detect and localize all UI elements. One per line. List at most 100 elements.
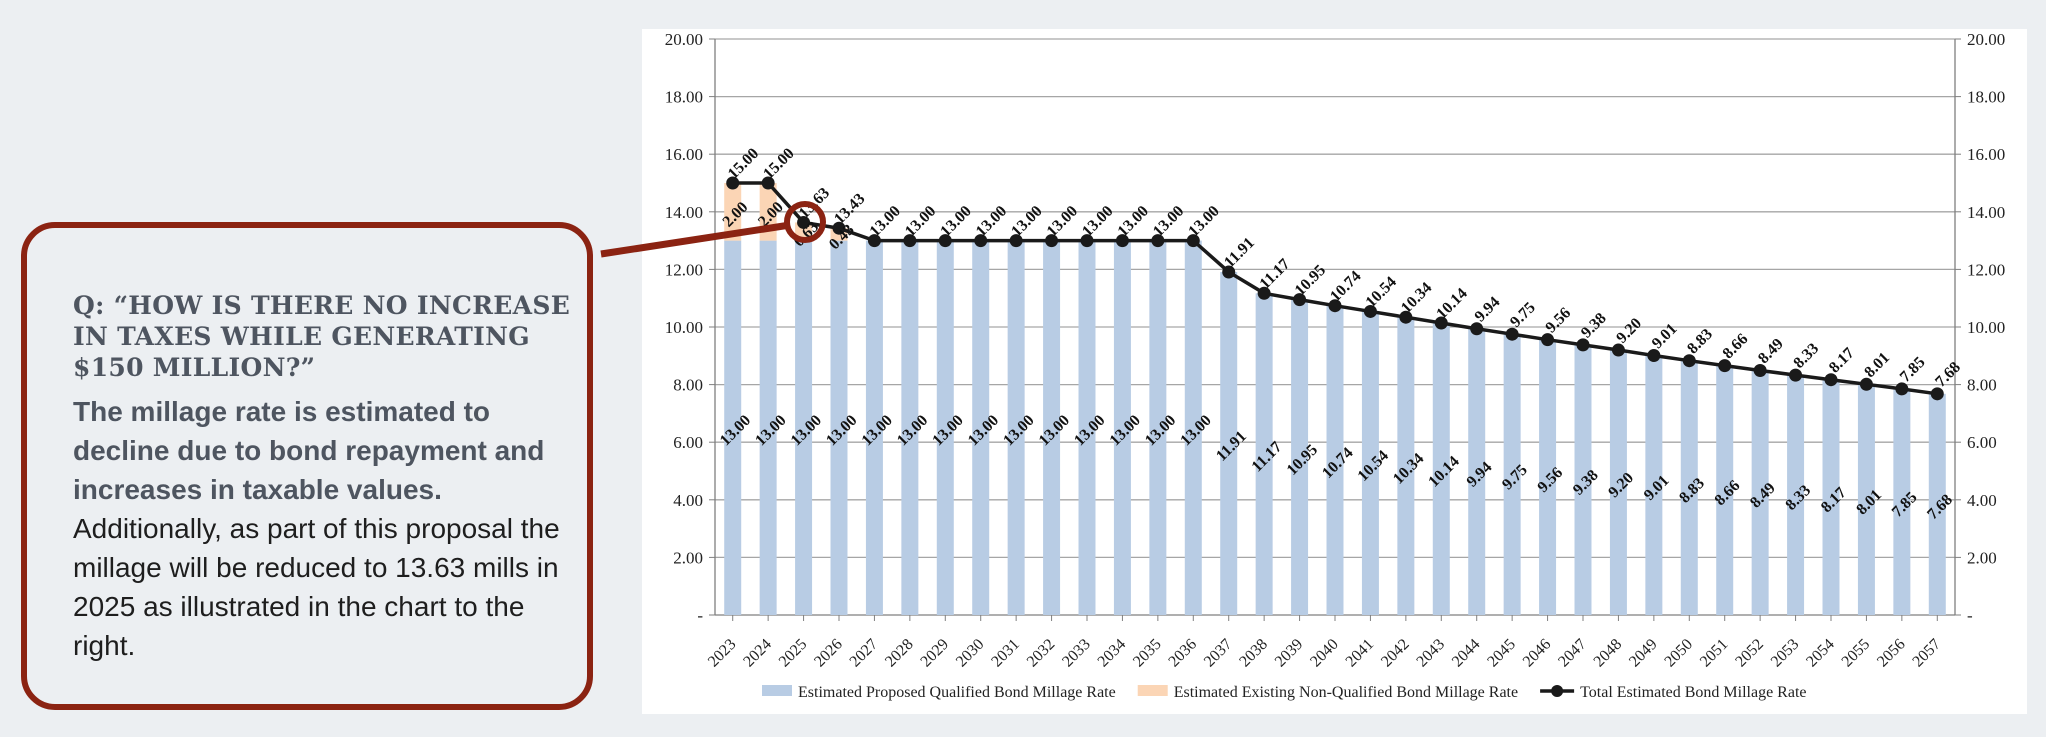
y-tick-label-right: 20.00 [1967, 30, 2005, 49]
total-point [1470, 322, 1484, 336]
total-data-label: 9.38 [1578, 310, 1610, 342]
x-tick-label: 2036 [1165, 636, 1200, 671]
bar-qualified [830, 240, 848, 615]
x-tick-label: 2047 [1555, 636, 1590, 671]
total-data-label: 13.00 [867, 203, 904, 240]
x-tick-label: 2032 [1024, 636, 1059, 671]
legend-swatch-marker [1551, 685, 1564, 697]
bar-qualified [1397, 317, 1415, 615]
y-tick-label-right: 18.00 [1967, 88, 2005, 107]
bar-qualified [759, 240, 777, 615]
total-data-label: 10.95 [1292, 262, 1329, 299]
callout-answer-regular: Additionally, as part of this proposal t… [73, 513, 560, 661]
x-tick-label: 2044 [1449, 636, 1484, 671]
bar-qualified [1078, 240, 1096, 615]
bar-qualified [724, 240, 742, 615]
total-point [1895, 382, 1909, 396]
millage-chart: - - 2.00 2.00 4.00 4.00 6.00 6.00 8.00 8.00 10.00 1… [665, 30, 2006, 701]
total-point [761, 176, 775, 190]
x-tick-label: 2039 [1272, 636, 1307, 671]
y-tick-label-left: 8.00 [673, 376, 703, 395]
y-tick-label-left: 10.00 [665, 318, 703, 337]
bar-qualified [1043, 240, 1061, 615]
x-tick-label: 2055 [1839, 636, 1874, 671]
total-data-label: 13.63 [796, 185, 833, 222]
total-point [832, 221, 846, 235]
y-tick-label-left: 14.00 [665, 203, 703, 222]
total-point [1718, 359, 1732, 373]
total-point [1009, 234, 1023, 248]
bar-qualified [936, 240, 954, 615]
bar-qualified [1539, 339, 1557, 615]
x-tick-label: 2027 [847, 636, 882, 671]
total-point [1753, 363, 1767, 377]
total-point [1328, 299, 1342, 313]
x-tick-label: 2028 [882, 636, 917, 671]
callout-answer-bold: The millage rate is estimated to decline… [73, 396, 545, 505]
bar-qualified [1432, 322, 1450, 615]
legend-label: Total Estimated Bond Millage Rate [1580, 684, 1806, 701]
total-data-label: 11.91 [1221, 234, 1258, 271]
y-tick-label-right: 6.00 [1967, 433, 1997, 452]
total-point [726, 176, 740, 190]
total-data-label: 8.66 [1720, 331, 1752, 363]
total-point [1257, 286, 1271, 300]
y-tick-label-right: - [1967, 606, 1973, 625]
total-point [1859, 377, 1873, 391]
total-data-label: 13.43 [831, 190, 868, 227]
bar-qualified [901, 240, 919, 615]
total-data-label: 8.33 [1790, 340, 1822, 372]
bar-qualified [1503, 334, 1521, 615]
x-tick-label: 2043 [1413, 636, 1448, 671]
total-point [1541, 333, 1555, 347]
total-data-label: 15.00 [760, 145, 797, 182]
y-tick-label-right: 4.00 [1967, 491, 1997, 510]
x-tick-label: 2057 [1909, 636, 1944, 671]
x-tick-label: 2048 [1591, 636, 1626, 671]
x-tick-label: 2030 [953, 636, 988, 671]
x-tick-label: 2050 [1661, 636, 1696, 671]
x-tick-label: 2042 [1378, 636, 1413, 671]
bar-qualified [1574, 344, 1592, 615]
bar-qualified [1787, 375, 1805, 615]
total-data-label: 11.17 [1257, 256, 1294, 293]
bar-qualified [1716, 365, 1734, 615]
total-point [1363, 304, 1377, 318]
total-point [867, 234, 881, 248]
bar-qualified [1149, 240, 1167, 615]
y-tick-label-left: - [697, 606, 703, 625]
bar-qualified [1893, 388, 1911, 615]
y-tick-label-right: 12.00 [1967, 260, 2005, 279]
total-data-label: 13.00 [1008, 203, 1045, 240]
y-tick-label-right: 16.00 [1967, 145, 2005, 164]
y-tick-label-right: 14.00 [1967, 203, 2005, 222]
y-tick-label-left: 18.00 [665, 88, 703, 107]
total-point [1186, 234, 1200, 248]
total-data-label: 13.00 [1185, 203, 1222, 240]
x-tick-label: 2041 [1343, 636, 1378, 671]
x-tick-label: 2049 [1626, 636, 1661, 671]
total-data-label: 13.00 [902, 203, 939, 240]
total-point [1434, 316, 1448, 330]
bar-qualified [1007, 240, 1025, 615]
total-data-label: 9.56 [1542, 305, 1574, 337]
total-data-label: 13.00 [1115, 203, 1152, 240]
legend-swatch [762, 685, 792, 696]
total-data-label: 10.14 [1433, 285, 1470, 322]
x-tick-label: 2056 [1874, 636, 1909, 671]
total-point [1611, 343, 1625, 357]
x-tick-label: 2053 [1768, 636, 1803, 671]
bar-qualified [1291, 299, 1309, 615]
y-tick-label-left: 6.00 [673, 433, 703, 452]
x-tick-label: 2023 [705, 636, 740, 671]
chart-panel: - - 2.00 2.00 4.00 4.00 6.00 6.00 8.00 8.00 10.00 1… [642, 29, 2027, 714]
total-data-label: 10.54 [1363, 274, 1400, 311]
bar-qualified [1220, 271, 1238, 615]
x-tick-label: 2045 [1484, 636, 1519, 671]
x-tick-label: 2035 [1130, 636, 1165, 671]
bar-qualified [1361, 311, 1379, 615]
callout-question: Q: “HOW IS THERE NO INCREASE IN TAXES WH… [73, 291, 571, 382]
bar-qualified [795, 240, 813, 615]
total-point [1080, 234, 1094, 248]
x-tick-label: 2033 [1059, 636, 1094, 671]
